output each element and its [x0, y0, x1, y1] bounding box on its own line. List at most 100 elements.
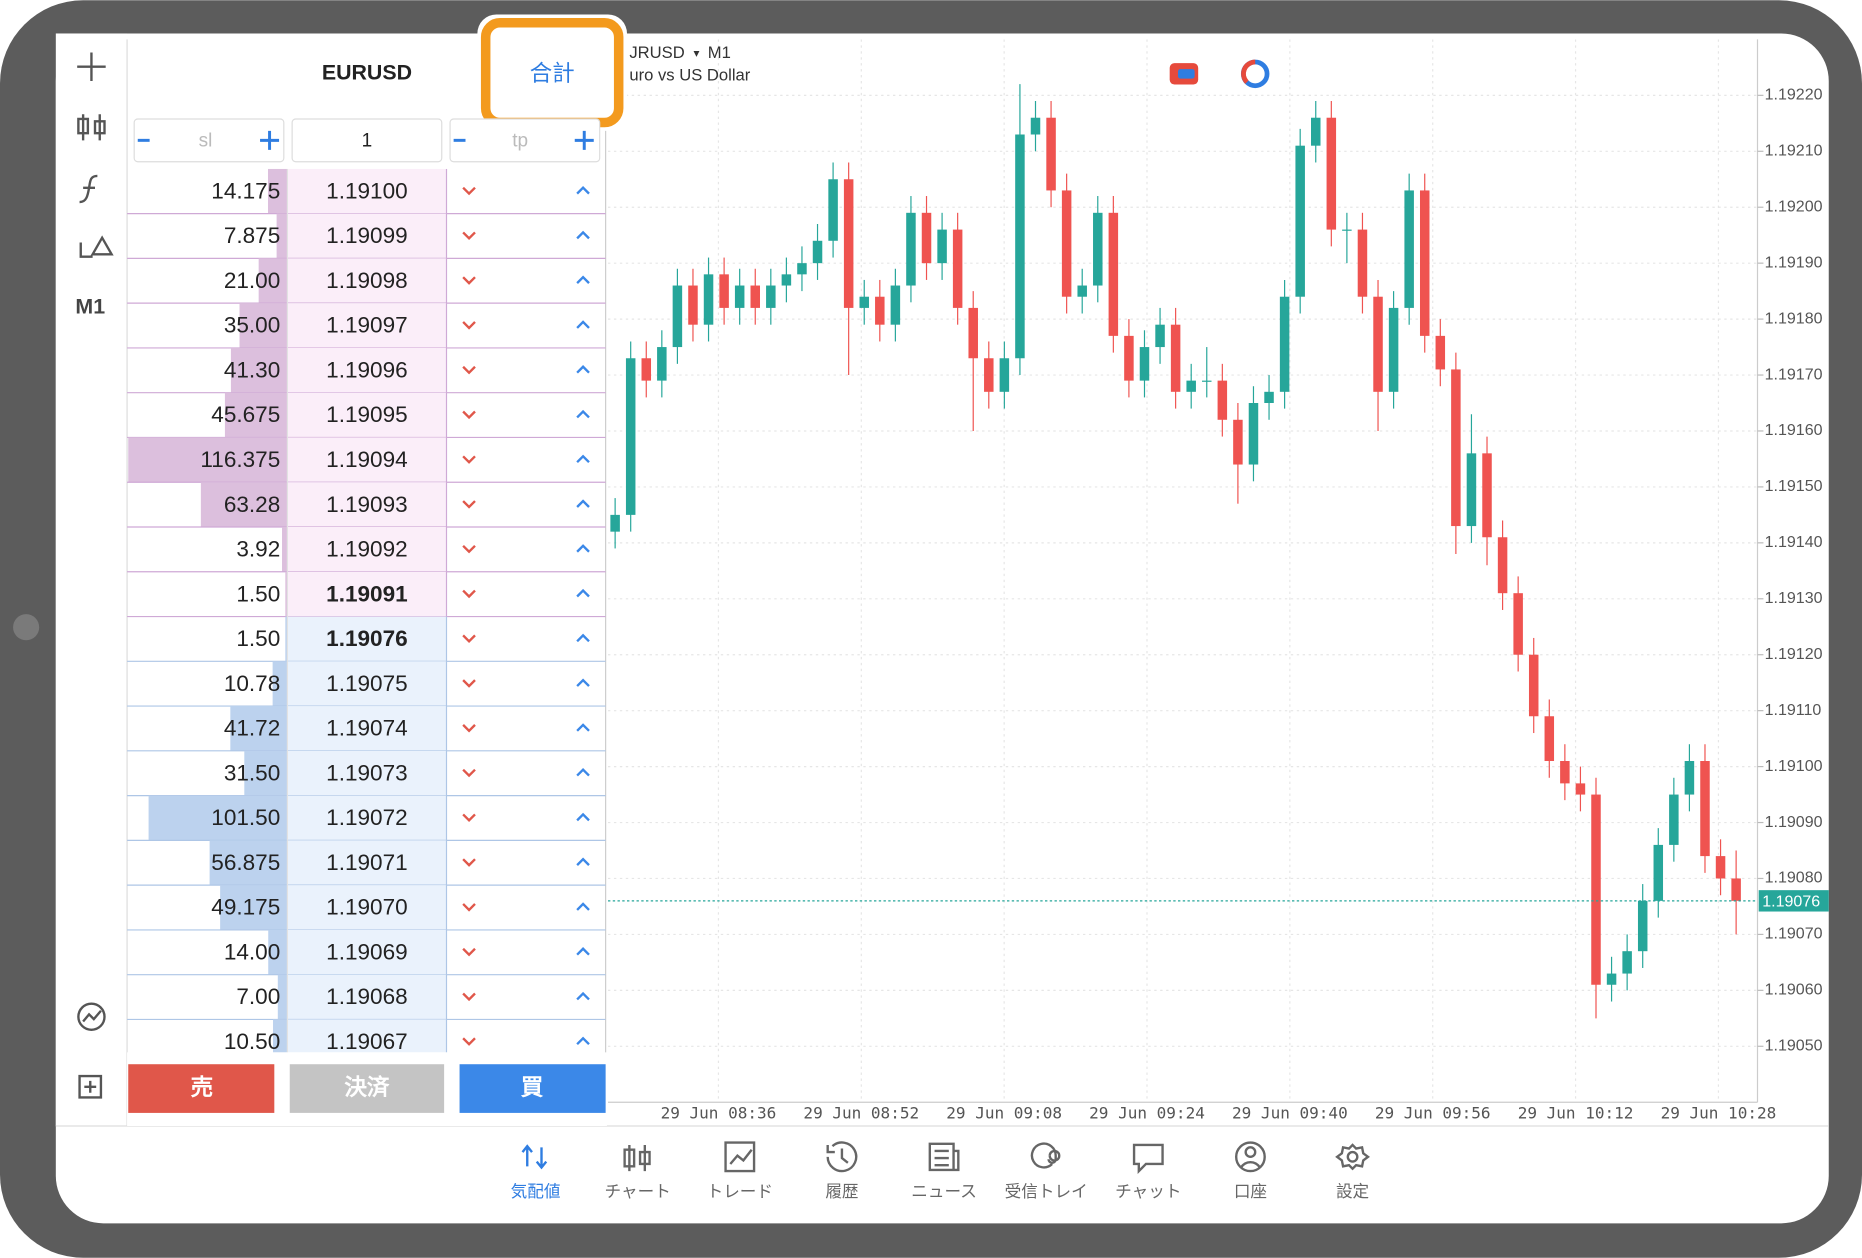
sell-arrow[interactable]	[462, 321, 476, 330]
sell-arrow[interactable]	[462, 544, 476, 554]
candle-body	[1497, 537, 1508, 594]
tab-label[interactable]: 設定	[1336, 1182, 1369, 1201]
tab-label[interactable]: チャート	[605, 1182, 671, 1201]
plus-button[interactable]	[574, 130, 594, 150]
buy-arrow[interactable]	[576, 1036, 590, 1046]
buy-arrow[interactable]	[576, 857, 590, 866]
buy-arrow[interactable]	[576, 454, 590, 464]
candle-body	[750, 285, 760, 308]
sell-arrow[interactable]	[462, 992, 476, 1002]
buy-arrow[interactable]	[576, 812, 590, 822]
tab-icon[interactable]	[1335, 1143, 1370, 1171]
price-cell	[287, 1019, 447, 1053]
sl-field[interactable]	[133, 118, 285, 163]
buy-arrow[interactable]	[576, 947, 590, 956]
candle-body	[1482, 453, 1492, 538]
sell-button[interactable]	[128, 1064, 275, 1113]
tab-icon[interactable]	[1132, 1143, 1164, 1174]
volume: 7.875	[224, 223, 280, 248]
buy-arrow[interactable]	[576, 544, 590, 553]
y-tick-label: 1.19200	[1765, 197, 1823, 215]
buy-arrow[interactable]	[576, 275, 590, 284]
chart-icon[interactable]	[1240, 59, 1270, 89]
total-button[interactable]: 合計	[530, 61, 575, 86]
buy-arrow[interactable]	[576, 365, 590, 374]
sell-arrow[interactable]	[462, 231, 476, 241]
timeframe-button[interactable]: M1	[75, 294, 105, 318]
buy-arrow[interactable]	[576, 499, 590, 508]
sell-arrow[interactable]	[462, 500, 476, 509]
sell-arrow[interactable]	[462, 455, 476, 464]
sell-arrow[interactable]	[462, 410, 476, 420]
candle-body	[1202, 380, 1212, 382]
sell-arrow[interactable]	[462, 903, 476, 912]
buy-arrow[interactable]	[576, 588, 590, 598]
crosshair-icon[interactable]	[77, 52, 106, 81]
buy-button[interactable]	[459, 1064, 606, 1113]
buy-arrow[interactable]	[576, 320, 590, 329]
chart-icon[interactable]	[1169, 63, 1199, 85]
trade-icon[interactable]	[77, 1002, 106, 1031]
candle-body	[1669, 794, 1679, 845]
tab-bar: 気配値 チャート トレード 履歴 ニュース 受信トレイ チャット 口座 設定	[511, 1141, 1370, 1201]
sell-arrow[interactable]	[462, 186, 476, 196]
sell-arrow[interactable]	[462, 365, 476, 375]
buy-arrow[interactable]	[576, 991, 590, 1001]
tab-icon[interactable]	[623, 1144, 651, 1172]
sell-arrow[interactable]	[462, 724, 476, 733]
y-tick-label: 1.19150	[1765, 477, 1823, 495]
chart-type-icon[interactable]	[77, 114, 106, 141]
volume-bar	[272, 661, 288, 707]
buy-arrow[interactable]	[576, 230, 590, 240]
tab-icon[interactable]	[1030, 1142, 1061, 1169]
volume-bar	[230, 706, 288, 751]
y-tick-label: 1.19080	[1765, 869, 1823, 887]
tab-label[interactable]: 気配値	[511, 1182, 561, 1201]
sell-arrow[interactable]	[462, 947, 476, 957]
sell-arrow[interactable]	[462, 1037, 476, 1046]
sell-arrow[interactable]	[462, 813, 476, 823]
tab-label[interactable]: トレード	[707, 1182, 773, 1201]
sell-arrow[interactable]	[462, 276, 476, 285]
candle-body	[1061, 190, 1072, 297]
depth-rows: 14.175 1.19100 7.875 1.19099 21.00 1.19098 35.…	[127, 168, 606, 1053]
sell-arrow[interactable]	[462, 679, 476, 688]
sell-arrow[interactable]	[462, 589, 476, 599]
objects-icon[interactable]	[79, 235, 114, 258]
candle-body	[672, 285, 683, 348]
buy-arrow[interactable]	[576, 767, 590, 777]
candle-body	[999, 358, 1010, 392]
tab-label[interactable]: 口座	[1234, 1182, 1267, 1201]
tab-icon[interactable]	[1235, 1141, 1266, 1173]
buy-arrow[interactable]	[576, 633, 590, 643]
tab-icon[interactable]	[826, 1141, 858, 1173]
buy-arrow[interactable]	[576, 723, 590, 732]
y-tick-label: 1.19050	[1765, 1037, 1823, 1055]
candle-body	[1357, 229, 1368, 297]
sell-arrow[interactable]	[462, 768, 476, 778]
candle-body	[1606, 973, 1617, 985]
tab-icon[interactable]	[928, 1142, 960, 1172]
sell-arrow[interactable]	[462, 858, 476, 867]
candle-body	[719, 274, 729, 308]
tab-label[interactable]: 受信トレイ	[1005, 1182, 1088, 1201]
buy-arrow[interactable]	[576, 902, 590, 911]
tp-field[interactable]	[449, 118, 601, 163]
tab-icon[interactable]	[521, 1144, 548, 1170]
price-cell	[287, 168, 447, 214]
chart-area	[608, 39, 1758, 1103]
tab-icon[interactable]	[724, 1141, 756, 1173]
buy-arrow[interactable]	[576, 185, 590, 195]
tab-label[interactable]: チャット	[1115, 1182, 1181, 1201]
new-order-icon[interactable]	[78, 1074, 103, 1099]
buy-arrow[interactable]	[576, 678, 590, 687]
indicator-icon[interactable]	[79, 174, 98, 204]
plus-button[interactable]	[260, 130, 280, 150]
close-button[interactable]	[289, 1064, 445, 1113]
x-tick-label: 29 Jun 10:12	[1518, 1104, 1634, 1123]
buy-arrow[interactable]	[576, 409, 590, 419]
tab-label[interactable]: 履歴	[825, 1182, 858, 1201]
volume-field[interactable]	[291, 118, 443, 163]
tab-label[interactable]: ニュース	[911, 1182, 977, 1201]
sell-arrow[interactable]	[462, 634, 476, 643]
